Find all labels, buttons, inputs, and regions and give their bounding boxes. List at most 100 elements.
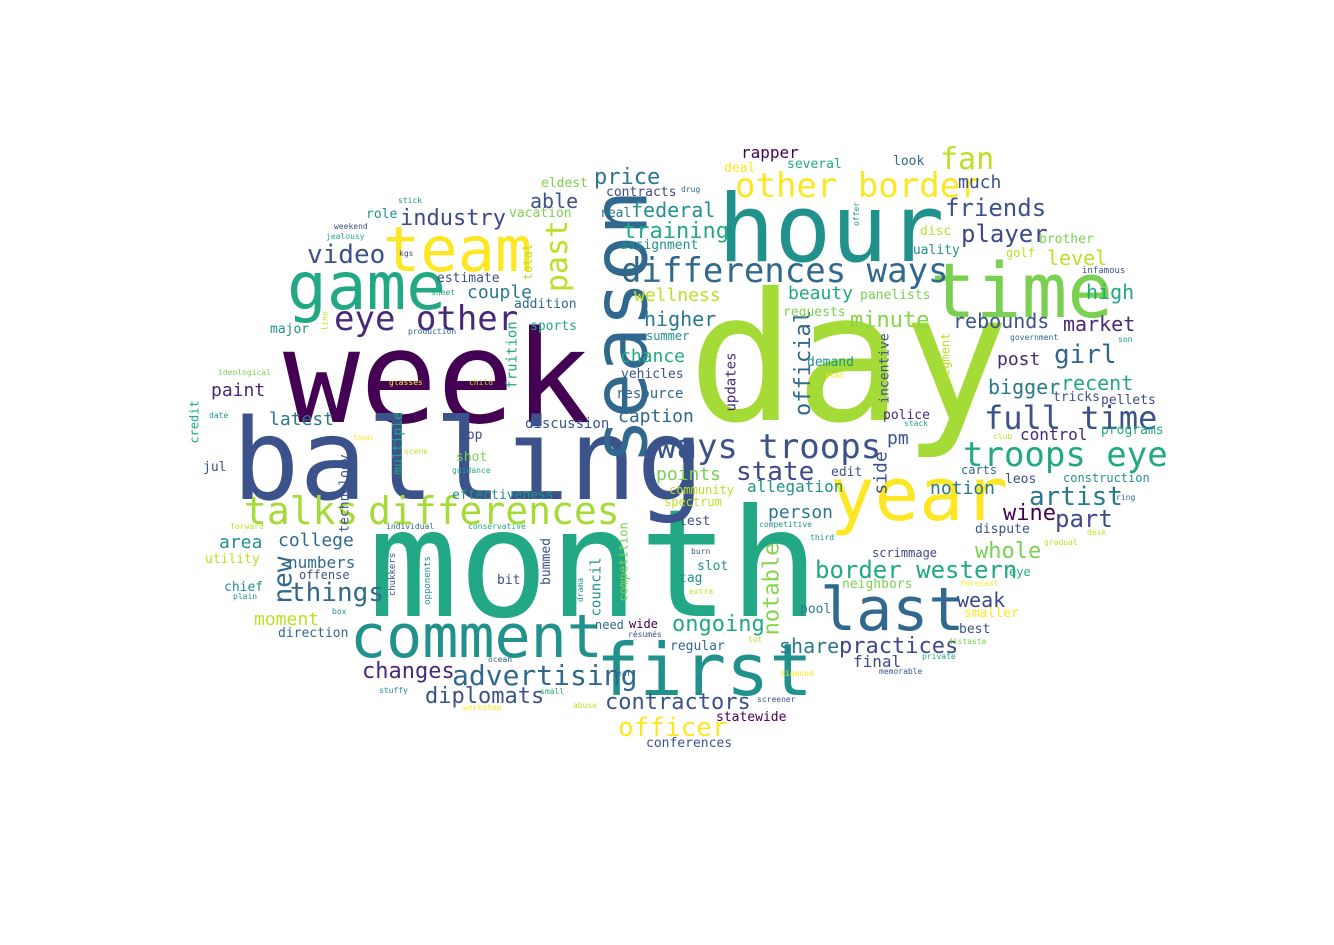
word-weekend: weekend (334, 222, 368, 231)
word-stack: stack (904, 419, 929, 428)
word-wide: wide (629, 617, 658, 631)
word-government: government (1010, 333, 1059, 342)
word-weak: weak (957, 588, 1006, 612)
word-discussion: discussion (525, 416, 610, 432)
word-numbers: numbers (288, 553, 356, 572)
word-notable: notable (759, 542, 785, 636)
word-estimate: estimate (437, 271, 500, 286)
word-day: day (688, 255, 1010, 462)
word-moment: moment (254, 609, 320, 630)
word-council: council (588, 557, 605, 617)
word-stuffy: stuffy (379, 686, 408, 695)
word-ideological: ideological (218, 368, 271, 377)
word-plain: plain (233, 592, 258, 601)
word-dispute: dispute (975, 522, 1030, 537)
word-top: top (459, 428, 483, 443)
word-higher: higher (644, 307, 717, 331)
word-tag: tag (679, 571, 703, 586)
word-offer: offer (852, 201, 862, 227)
word-eye: eye (1009, 565, 1031, 579)
word-federal: federal (631, 198, 716, 222)
word-officer: officer (618, 713, 728, 743)
word-opponents: opponents (422, 556, 433, 605)
word-incentive: incentive (877, 333, 893, 404)
word-statewide: statewide (716, 710, 787, 725)
word-training: training (623, 219, 729, 244)
word-major: major (270, 322, 310, 337)
word-recent: recent (1061, 371, 1134, 395)
word-rebounds: rebounds (953, 309, 1050, 333)
word-burn: burn (691, 547, 711, 556)
word-ongoing: ongoing (672, 612, 765, 637)
word-wellness: wellness (634, 285, 721, 306)
word-competitive: competitive (759, 520, 812, 529)
word-carts: carts (961, 463, 998, 477)
word-multiple: multiple (390, 412, 406, 475)
word-couple: couple (467, 282, 533, 303)
word-girl: girl (1054, 340, 1117, 370)
word-vehicles: vehicles (621, 367, 684, 382)
word-fan: fan (940, 142, 995, 177)
word-things: things (290, 578, 384, 608)
word-several: several (787, 157, 842, 172)
word-segment: segment (938, 332, 953, 384)
word-requests: requests (783, 305, 846, 320)
word-assignment: assignment (620, 238, 699, 253)
word-scene: scene (404, 447, 429, 456)
word-conservative: conservative (468, 522, 526, 531)
word-allegation: allegation (747, 477, 844, 496)
word-able: able (530, 189, 579, 213)
word-abuse: abuse (573, 701, 598, 710)
word-ear: ear (617, 669, 632, 678)
word-drug: drug (681, 185, 701, 194)
word-extra: extra (689, 587, 714, 596)
word-community: community (669, 483, 735, 497)
word-disc: disc (920, 224, 952, 239)
word-advertising: advertising (452, 659, 638, 692)
word-chief: chief (224, 580, 264, 595)
word-line: line (320, 311, 330, 331)
word-differences-ways: differences ways (621, 251, 949, 291)
word-infamous: infamous (1082, 266, 1126, 276)
word-technology: technology (337, 454, 353, 533)
word-production: production (408, 327, 457, 336)
word-need: need (595, 618, 624, 632)
word-friends: friends (945, 194, 1047, 222)
word-updates: updates (723, 352, 740, 412)
word-wine: wine (1003, 501, 1056, 526)
word-pool: pool (800, 602, 832, 617)
word-jul: jul (203, 460, 227, 475)
word-slot: slot (697, 559, 729, 574)
word-week: week (283, 304, 592, 453)
word-person: person (768, 502, 834, 523)
word-look: look (893, 154, 925, 169)
word-artist: artist (1029, 482, 1123, 512)
word-chukkers: chukkers (388, 552, 399, 597)
word-offense: offense (299, 568, 350, 582)
word-effectiveness: effectiveness (452, 488, 554, 503)
word-talks: talks (244, 489, 359, 533)
word-fruition: fruition (504, 321, 521, 389)
word-guidance: guidance (452, 466, 491, 475)
word-conferences: conferences (646, 736, 733, 751)
word-forward: forward (230, 522, 264, 531)
word-pm: pm (887, 428, 909, 449)
word-golf: golf (1006, 246, 1035, 260)
word-memorable: memorable (879, 667, 923, 676)
word-role: role (366, 207, 398, 222)
word-programs: programs (1101, 423, 1164, 438)
word-gradual: gradual (1044, 538, 1078, 547)
word-small: small (540, 687, 565, 696)
word-vacation: vacation (509, 206, 572, 221)
word-kgs: kgs (399, 249, 414, 258)
word-sports: sports (530, 319, 577, 334)
word-pellets: pellets (1101, 393, 1156, 408)
word-other-border: other border (735, 166, 981, 206)
word-area: area (219, 532, 263, 553)
word-jealousy: jealousy (326, 232, 365, 241)
word-forecast: forecast (960, 579, 999, 588)
word-year: year (830, 452, 1009, 538)
word-state: state (736, 457, 815, 487)
word-individual: individual (386, 522, 435, 531)
word-share: share (779, 634, 840, 658)
